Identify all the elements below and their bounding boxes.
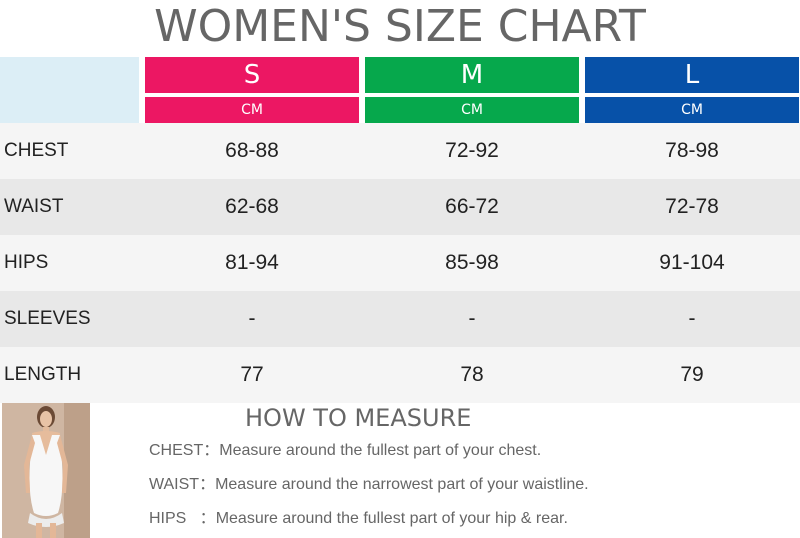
table-row-chest: CHEST 68-88 72-92 78-98	[0, 123, 800, 179]
table-cell: 78	[460, 363, 484, 386]
table-row-length: LENGTH 77 78 79	[0, 347, 800, 403]
table-row-waist: WAIST 62-68 66-72 72-78	[0, 179, 800, 235]
measure-text: Measure around the fullest part of your …	[219, 442, 542, 459]
table-cell: 81-94	[225, 251, 279, 274]
measure-key: HIPS ：	[149, 510, 216, 527]
table-cell: 66-72	[445, 195, 499, 218]
model-figure-icon	[2, 403, 90, 538]
row-label: LENGTH	[4, 364, 82, 385]
table-cell: 72-92	[445, 139, 499, 162]
size-header-l: L	[585, 57, 799, 93]
measure-key: WAIST：	[149, 476, 216, 493]
measure-key: CHEST：	[149, 442, 220, 459]
size-header-m: M	[365, 57, 579, 93]
unit-header-m: CM	[365, 97, 579, 123]
chart-title: WOMEN'S SIZE CHART	[154, 1, 646, 52]
measure-instruction-waist: WAIST：Measure around the narrowest part …	[149, 474, 589, 496]
table-cell: 77	[240, 363, 264, 386]
table-cell: -	[248, 307, 256, 330]
table-cell: -	[688, 307, 696, 330]
model-photo	[2, 403, 90, 538]
size-header-s: S	[145, 57, 359, 93]
unit-header-s: CM	[145, 97, 359, 123]
header-corner	[0, 57, 139, 123]
table-cell: 72-78	[665, 195, 719, 218]
row-label: CHEST	[4, 140, 69, 161]
measure-text: Measure around the narrowest part of you…	[215, 476, 589, 493]
table-row-hips: HIPS 81-94 85-98 91-104	[0, 235, 800, 291]
measure-instruction-hips: HIPS ：Measure around the fullest part of…	[149, 508, 568, 530]
measure-instruction-chest: CHEST：Measure around the fullest part of…	[149, 440, 541, 462]
table-cell: 79	[680, 363, 704, 386]
table-row-sleeves: SLEEVES - - -	[0, 291, 800, 347]
unit-header-l: CM	[585, 97, 799, 123]
table-cell: 78-98	[665, 139, 719, 162]
row-label: HIPS	[4, 252, 49, 273]
row-label: WAIST	[4, 196, 64, 217]
table-cell: 62-68	[225, 195, 279, 218]
table-cell: 85-98	[445, 251, 499, 274]
table-cell: -	[468, 307, 476, 330]
table-cell: 68-88	[225, 139, 279, 162]
table-cell: 91-104	[659, 251, 725, 274]
measure-text: Measure around the fullest part of your …	[215, 510, 568, 527]
how-to-measure-title: HOW TO MEASURE	[245, 404, 472, 432]
row-label: SLEEVES	[4, 308, 91, 329]
